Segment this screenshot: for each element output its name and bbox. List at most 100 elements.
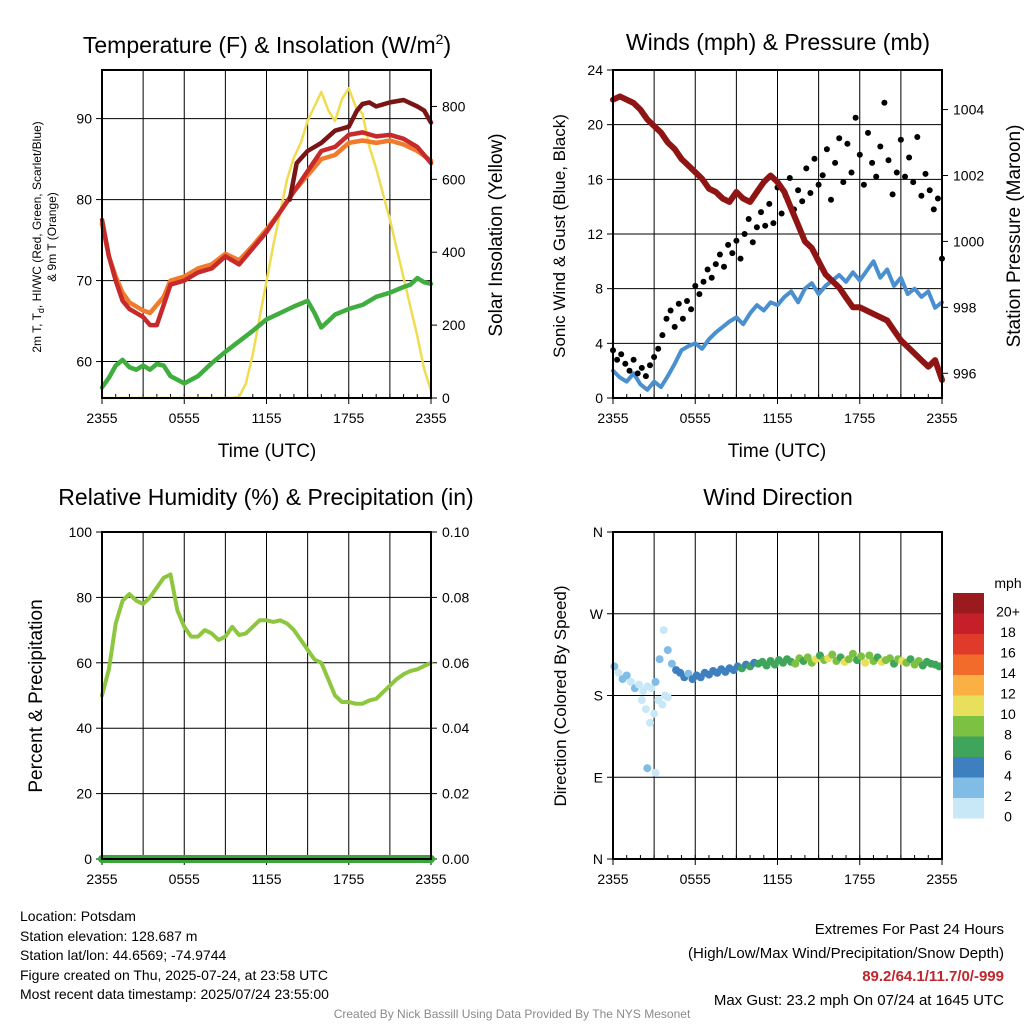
y-tick-label: 4 (595, 335, 603, 351)
dir-y-axis-label: Direction (Colored By Speed) (551, 585, 570, 806)
speed-color-legend: mph 20+ 18 16 14 12 10 8 6 4 2 0 (953, 575, 1022, 824)
gust-point (860, 181, 867, 188)
gust-point (930, 206, 937, 213)
gust-point (651, 354, 658, 360)
legend-label: 18 (1000, 624, 1016, 640)
y2-tick-label: 998 (953, 299, 977, 315)
direction-point (614, 668, 623, 677)
x-tick-label: 1755 (844, 410, 875, 426)
legend-swatch (953, 736, 984, 757)
series-9m-max-temp (287, 97, 434, 202)
y-tick-label: 0 (595, 390, 603, 406)
y-tick-label: 24 (587, 62, 603, 78)
x-tick-label: 1755 (333, 871, 364, 887)
direction-point (655, 655, 664, 664)
gust-point (733, 237, 740, 244)
y2-tick-label: 0.10 (442, 524, 469, 540)
gust-point (844, 140, 851, 147)
plot-border (612, 69, 943, 399)
station-latlon: Station lat/lon: 44.6569; -74.9744 (20, 947, 227, 963)
legend-label: 16 (1000, 644, 1016, 660)
direction-point (651, 677, 660, 686)
gust-point (741, 231, 748, 237)
temp-y2-axis-label: Solar Insolation (Yellow) (486, 133, 507, 336)
x-tick-label: 2355 (86, 871, 117, 887)
direction-point (828, 650, 837, 659)
gust-point (634, 370, 641, 377)
x-tick-label: 2355 (597, 871, 628, 887)
y-tick-label: 20 (76, 786, 92, 802)
gust-point (786, 175, 793, 181)
direction-point (857, 652, 866, 661)
gust-point (696, 291, 703, 298)
x-tick-label: 0555 (680, 871, 711, 887)
station-elevation: Station elevation: 128.687 m (20, 927, 198, 944)
gust-point (828, 196, 834, 203)
y2-tick-label: 200 (442, 317, 466, 333)
wind-y2-axis-label: Station Pressure (Maroon) (1004, 125, 1024, 348)
gust-point (770, 220, 777, 227)
credit-line: Created By Nick Bassill Using Data Provi… (333, 1007, 691, 1021)
direction-point (659, 626, 668, 635)
gust-point (688, 306, 695, 313)
gust-point (708, 274, 715, 281)
gust-point (692, 282, 699, 289)
direction-point (622, 671, 631, 680)
gust-point (679, 315, 686, 322)
gust-point (906, 154, 913, 161)
gust-point (642, 373, 649, 380)
gust-point (807, 190, 814, 196)
gust-point (803, 165, 810, 172)
x-tick-label: 0555 (169, 410, 200, 426)
x-tick-label: 1755 (844, 871, 875, 887)
gust-point (745, 216, 752, 222)
gust-point (795, 187, 802, 194)
extremes-subtitle: (High/Low/Max Wind/Precipitation/Snow De… (688, 944, 1004, 962)
legend-swatch (953, 593, 984, 614)
legend-swatch (953, 634, 984, 655)
gust-point (897, 136, 904, 143)
gust-point (865, 129, 871, 136)
y2-tick-label: 400 (442, 244, 466, 260)
dir-chart-title: Wind Direction (703, 484, 853, 510)
gust-point (704, 266, 711, 273)
gust-point (902, 173, 908, 180)
direction-point (658, 700, 667, 709)
y-tick-label: 12 (587, 226, 603, 242)
y-tick-label: E (594, 769, 603, 785)
x-tick-label: 1155 (762, 871, 792, 887)
gust-point (934, 195, 941, 202)
gust-point (725, 241, 732, 248)
y2-tick-label: 0.02 (442, 786, 469, 802)
gust-point (671, 323, 678, 330)
y2-tick-label: 0.06 (442, 655, 469, 671)
legend-label: 0 (1004, 808, 1012, 824)
rh-y-axis-label: Percent & Precipitation (26, 599, 47, 792)
gust-point (729, 250, 736, 257)
extremes-values: 89.2/64.1/11.7/0/-999 (862, 968, 1004, 985)
x-tick-label: 2355 (415, 871, 446, 887)
figure-created: Figure created on Thu, 2025-07-24, at 23… (20, 966, 328, 983)
gust-point (626, 367, 633, 374)
y2-tick-label: 600 (442, 171, 466, 187)
y2-tick-label: 1004 (953, 102, 984, 118)
extremes-title: Extremes For Past 24 Hours (814, 921, 1004, 938)
direction-point (844, 655, 853, 664)
series-pressure (610, 93, 945, 383)
direction-point (626, 677, 635, 686)
legend-label: 4 (1004, 767, 1012, 783)
gust-point (819, 172, 826, 179)
legend-swatch (953, 675, 984, 696)
y-tick-label: N (593, 851, 603, 867)
gust-point (758, 209, 764, 216)
wind-x-axis-label: Time (UTC) (728, 441, 827, 462)
direction-point (647, 684, 656, 693)
gust-point (749, 239, 756, 246)
gust-point (836, 135, 843, 142)
legend-swatch (953, 695, 984, 716)
gust-point (848, 169, 855, 176)
wind-y-axis-label: Sonic Wind & Gust (Blue, Black) (550, 114, 569, 358)
y-tick-label: 100 (69, 524, 93, 540)
gust-point (700, 278, 707, 285)
legend-label: 8 (1004, 726, 1012, 742)
